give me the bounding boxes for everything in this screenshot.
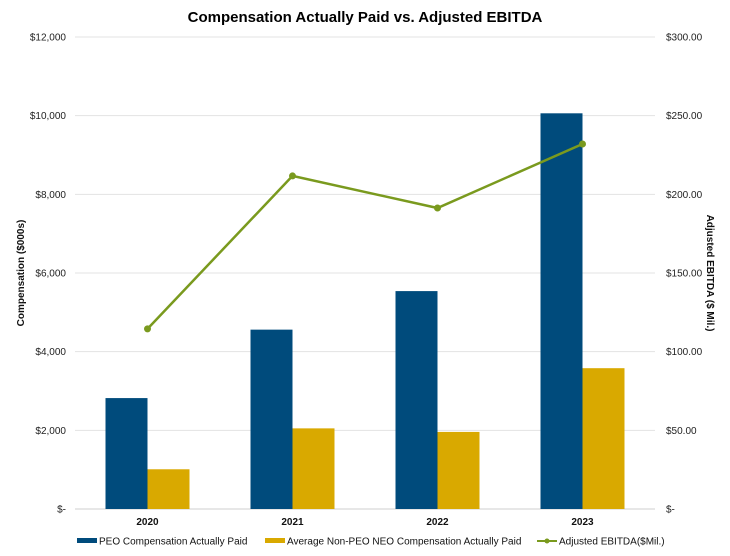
bar-peo-2022 xyxy=(395,291,438,509)
bar-neo-2021 xyxy=(292,428,335,509)
legend-swatch xyxy=(77,538,97,543)
legend-swatch xyxy=(265,538,285,543)
y-tick-label: $- xyxy=(57,505,66,516)
bar-peo-2021 xyxy=(250,329,293,509)
y-tick-label: $2,000 xyxy=(35,426,66,437)
category-label: 2020 xyxy=(136,517,159,528)
ebitda-point-2023 xyxy=(579,140,586,148)
ebitda-point-2020 xyxy=(144,325,151,333)
y2-tick-label: $- xyxy=(666,505,675,516)
ebitda-line xyxy=(144,140,586,333)
bar-neo-2022 xyxy=(437,431,480,509)
bar-neo-2020 xyxy=(147,469,190,509)
left-axis-ticks: $- $2,000 $4,000 $6,000 $8,000 $10,000 $12,000 xyxy=(30,33,67,516)
y-tick-label: $6,000 xyxy=(35,269,66,280)
right-axis-label: Adjusted EBITDA ($ Mil.) xyxy=(704,215,715,332)
y2-tick-label: $100.00 xyxy=(666,347,703,358)
ebitda-line-path xyxy=(146,142,584,330)
bar-peo-2020 xyxy=(105,398,148,509)
y2-tick-label: $150.00 xyxy=(666,269,703,280)
category-label: 2021 xyxy=(281,517,304,528)
legend-label: Average Non-PEO NEO Compensation Actuall… xyxy=(287,537,521,548)
chart-title: Compensation Actually Paid vs. Adjusted … xyxy=(188,9,543,26)
category-label: 2022 xyxy=(426,517,449,528)
gridlines xyxy=(75,36,655,510)
y2-tick-label: $50.00 xyxy=(666,426,697,437)
bar-peo-2023 xyxy=(540,113,583,509)
y-tick-label: $4,000 xyxy=(35,347,66,358)
legend-marker xyxy=(544,538,550,544)
left-axis-label: Compensation ($000s) xyxy=(16,220,27,327)
y2-tick-label: $250.00 xyxy=(666,111,703,122)
category-labels: 2020 2021 2022 2023 xyxy=(136,517,594,528)
legend-label: PEO Compensation Actually Paid xyxy=(99,537,247,548)
right-axis-ticks: $- $50.00 $100.00 $150.00 $200.00 $250.00 $300… xyxy=(666,33,703,516)
legend: PEO Compensation Actually Paid Average No… xyxy=(77,537,665,548)
ebitda-point-2021 xyxy=(289,172,296,180)
legend-label: Adjusted EBITDA($Mil.) xyxy=(559,537,665,548)
y-tick-label: $8,000 xyxy=(35,190,66,201)
y-tick-label: $10,000 xyxy=(30,111,67,122)
y2-tick-label: $300.00 xyxy=(666,33,703,44)
ebitda-point-2022 xyxy=(434,204,441,212)
bar-neo-2023 xyxy=(582,368,625,509)
bars xyxy=(105,113,625,509)
category-label: 2023 xyxy=(571,517,594,528)
y-tick-label: $12,000 xyxy=(30,33,67,44)
y2-tick-label: $200.00 xyxy=(666,190,703,201)
